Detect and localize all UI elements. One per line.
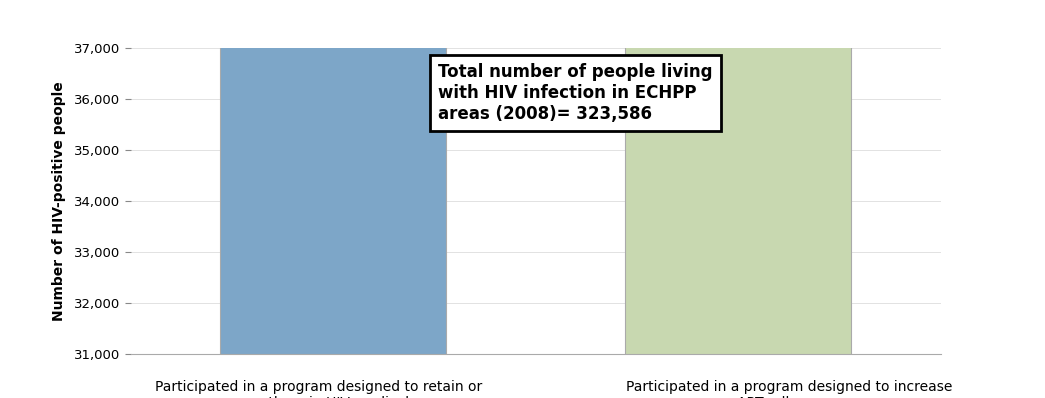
Text: Participated in a program designed to increase
ART adherence: Participated in a program designed to in… [626,380,952,398]
Text: Participated in a program designed to retain or
re-engage them in HIV medical ca: Participated in a program designed to re… [155,380,483,398]
Bar [219,0,446,354]
Y-axis label: Number of HIV-positive people: Number of HIV-positive people [51,81,66,321]
Bar [625,0,852,354]
Text: Total number of people living
with HIV infection in ECHPP
areas (2008)= 323,586: Total number of people living with HIV i… [439,63,713,123]
